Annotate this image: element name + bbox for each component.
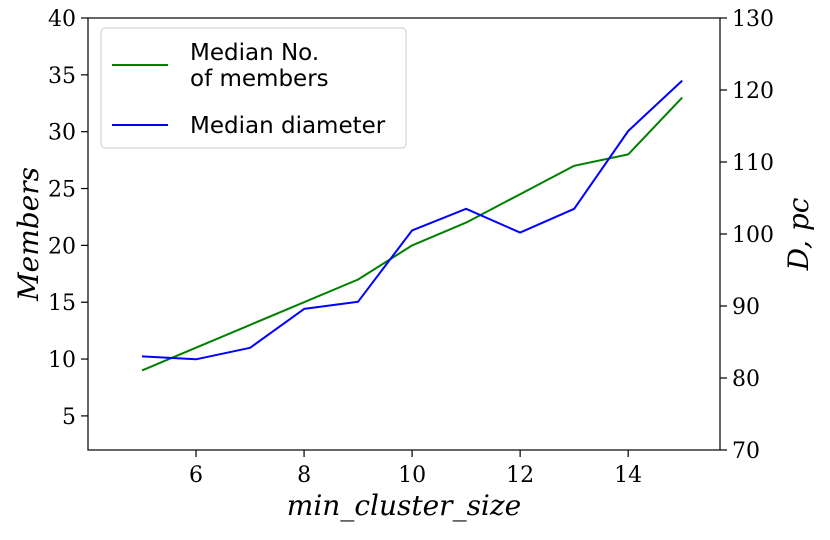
y-right-tick-label: 110 [732,151,774,176]
legend-label-1: Median diameter [190,113,386,139]
y-left-tick-label: 35 [48,64,76,89]
x-tick-label: 6 [189,463,203,488]
y-left-tick-label: 20 [48,234,76,259]
y-right-tick-label: 90 [732,295,760,320]
y-axis-left-label: Members [12,167,45,302]
legend-items: Median No. of members Median diameter [112,40,386,139]
legend-box [100,27,407,149]
y-axis-right-label: D, pc [782,197,815,271]
y-left-tick-label: 40 [48,7,76,32]
y-right-tick-label: 80 [732,367,760,392]
y-right-tick-label: 70 [732,439,760,464]
x-tick-label: 10 [398,463,426,488]
ticks-layer: 6 8 10 12 14 5 10 15 20 25 30 35 40 70 80 90 100 110 120 13… [48,7,774,488]
series-layer [141,79,683,372]
y-left-tick-label: 25 [48,178,76,203]
y-right-tick-label: 130 [732,7,774,32]
legend: Median No. of members Median diameter [100,27,407,149]
series-line-0 [141,96,683,372]
y-left-tick-label: 5 [62,405,76,430]
x-tick-label: 12 [506,463,534,488]
x-tick-label: 14 [614,463,642,488]
x-tick-label: 8 [297,463,311,488]
legend-label-0: Median No. of members [190,40,329,92]
y-right-tick-label: 100 [732,223,774,248]
y-left-tick-label: 15 [48,291,76,316]
x-axis-label: min_cluster_size [287,489,521,522]
y-left-tick-label: 10 [48,348,76,373]
y-right-tick-label: 120 [732,79,774,104]
y-left-tick-label: 30 [48,121,76,146]
series-line-1 [141,79,683,361]
